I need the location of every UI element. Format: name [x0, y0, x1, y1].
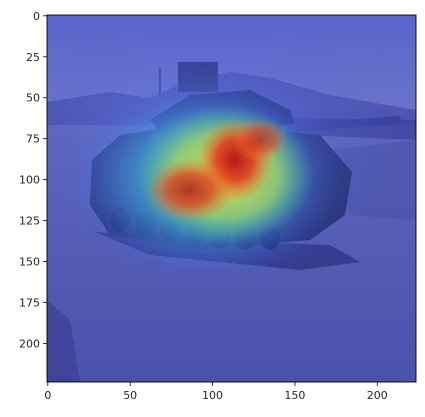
- y-tick-label: 200: [19, 337, 40, 350]
- axes-frame: [46, 14, 417, 383]
- y-tick-label: 125: [19, 215, 40, 228]
- y-tick-label: 150: [19, 256, 40, 269]
- heatmap-image: [47, 15, 416, 382]
- y-axis-ticks: 0 25 50 75 100 125 150 175 200: [19, 10, 47, 350]
- y-tick-label: 100: [19, 174, 40, 187]
- y-tick-label: 175: [19, 297, 40, 310]
- x-tick-label: 150: [284, 389, 305, 402]
- x-axis-ticks: 0 50 100 150 200: [44, 382, 388, 402]
- x-tick-label: 50: [123, 389, 137, 402]
- y-tick-label: 75: [26, 133, 40, 146]
- x-tick-label: 0: [44, 389, 51, 402]
- x-tick-label: 200: [367, 389, 388, 402]
- y-tick-label: 50: [26, 92, 40, 105]
- y-tick-label: 0: [33, 10, 40, 23]
- x-tick-label: 100: [202, 389, 223, 402]
- y-tick-label: 25: [26, 51, 40, 64]
